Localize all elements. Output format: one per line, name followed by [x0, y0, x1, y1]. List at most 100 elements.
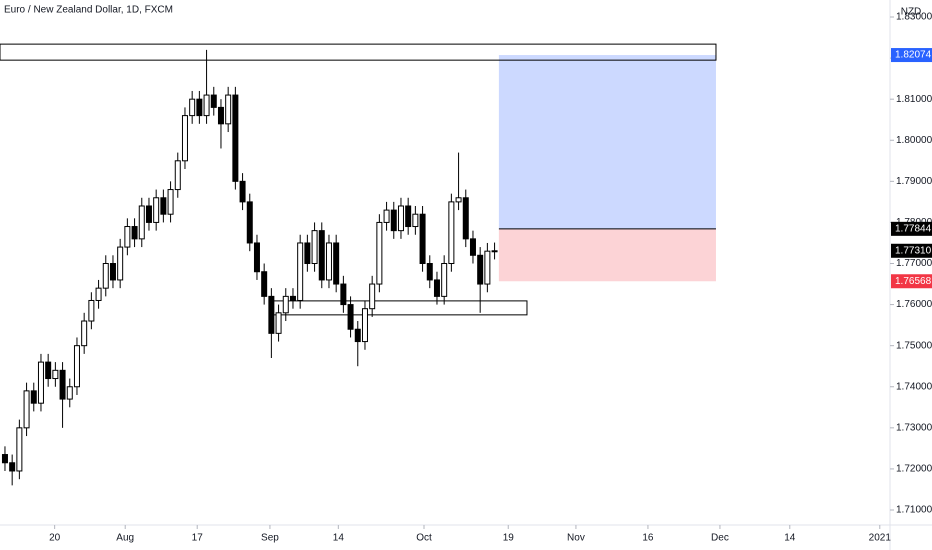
y-tick-label: 1.81000 — [896, 94, 932, 105]
x-tick-label: 14 — [333, 533, 345, 544]
candle-body — [174, 160, 181, 191]
candle-body — [117, 246, 124, 281]
candle-body — [189, 98, 196, 117]
candle-body — [253, 242, 260, 273]
price-label: 1.77310 — [895, 245, 932, 256]
x-tick-label: 19 — [503, 533, 515, 544]
candle-body — [297, 242, 304, 301]
candle-body — [30, 390, 37, 404]
candle-body — [16, 427, 23, 472]
candle-body — [167, 189, 174, 215]
candle-body — [153, 197, 160, 223]
x-tick-label: Nov — [567, 533, 585, 544]
x-tick-label: 17 — [192, 533, 204, 544]
candle-body — [376, 221, 383, 285]
candle-body — [311, 230, 318, 265]
price-label: 1.76568 — [895, 276, 932, 287]
price-label-bg — [891, 221, 932, 236]
candle-body — [412, 213, 419, 228]
candle-body — [124, 226, 131, 248]
price-label: 1.77844 — [895, 223, 932, 234]
y-tick-label: 1.80000 — [896, 135, 932, 146]
candle-body — [59, 369, 66, 400]
candle-body — [347, 304, 354, 330]
price-label-bg — [891, 243, 932, 258]
candle-body — [469, 238, 476, 256]
candle-body — [37, 361, 44, 404]
candle-body — [1, 454, 8, 464]
candle-body — [23, 390, 30, 429]
candle-body — [405, 205, 412, 228]
candle-body — [318, 230, 325, 281]
candle-body — [261, 271, 268, 297]
candle-body — [304, 242, 311, 265]
candle-body — [268, 295, 275, 334]
x-tick-label: 16 — [642, 533, 654, 544]
y-tick-label: 1.75000 — [896, 340, 932, 351]
zone-rect — [0, 43, 717, 61]
x-tick-label: 2021 — [869, 533, 892, 544]
y-tick-label: 1.83000 — [896, 12, 932, 23]
candle-body — [462, 197, 469, 240]
candle-body — [340, 283, 347, 306]
candle-body — [217, 106, 224, 125]
target-zone — [498, 55, 716, 229]
y-tick-label: 1.79000 — [896, 176, 932, 187]
chart-title: Euro / New Zealand Dollar, 1D, FXCM — [4, 5, 173, 16]
candle-body — [325, 242, 332, 281]
candle-body — [484, 250, 491, 285]
candle-body — [102, 263, 109, 289]
price-label: 1.82074 — [895, 50, 932, 61]
candle-body — [491, 250, 498, 253]
candle-body — [160, 197, 167, 215]
x-tick-label: Sep — [261, 533, 279, 544]
x-tick-label: 20 — [49, 533, 61, 544]
candle-body — [66, 386, 73, 400]
candle-body — [419, 213, 426, 265]
candle-body — [354, 328, 361, 343]
candle-body — [232, 94, 239, 182]
price-label-bg — [891, 48, 932, 63]
candle-body — [73, 345, 80, 388]
candle-body — [390, 209, 397, 232]
y-tick-label: 1.71000 — [896, 505, 932, 516]
candle-body — [52, 369, 59, 380]
price-label-bg — [891, 274, 932, 289]
candle-body — [95, 287, 102, 301]
candle-body — [196, 98, 203, 117]
y-tick-label: 1.72000 — [896, 464, 932, 475]
candle-body — [369, 283, 376, 310]
candle-body — [210, 94, 217, 108]
zone-rect — [269, 300, 528, 316]
candle-body — [383, 209, 390, 223]
candle-body — [246, 201, 253, 244]
y-tick-label: 1.73000 — [896, 422, 932, 433]
candle-body — [289, 295, 296, 301]
candle-body — [275, 312, 282, 334]
y-tick-label: 1.74000 — [896, 381, 932, 392]
candle-body — [203, 94, 210, 117]
stop-zone — [498, 228, 716, 282]
candle-body — [361, 308, 368, 343]
candle-body — [81, 320, 88, 347]
candle-body — [45, 361, 52, 380]
candle-body — [138, 205, 145, 240]
candle-body — [433, 279, 440, 297]
x-tick-label: Oct — [416, 533, 432, 544]
x-tick-label: Aug — [116, 533, 134, 544]
candle-body — [282, 295, 289, 314]
y-tick-label: 1.77000 — [896, 258, 932, 269]
candle-body — [239, 180, 246, 203]
x-tick-label: 14 — [784, 533, 796, 544]
candle-body — [145, 205, 152, 223]
candle-body — [88, 299, 95, 322]
candle-body — [109, 263, 116, 281]
candle-body — [333, 242, 340, 285]
candle-body — [225, 94, 232, 125]
candle-body — [448, 201, 455, 265]
axis-unit: NZD — [901, 7, 922, 18]
candle-body — [426, 263, 433, 281]
y-tick-label: 1.76000 — [896, 299, 932, 310]
candle-body — [181, 115, 188, 162]
